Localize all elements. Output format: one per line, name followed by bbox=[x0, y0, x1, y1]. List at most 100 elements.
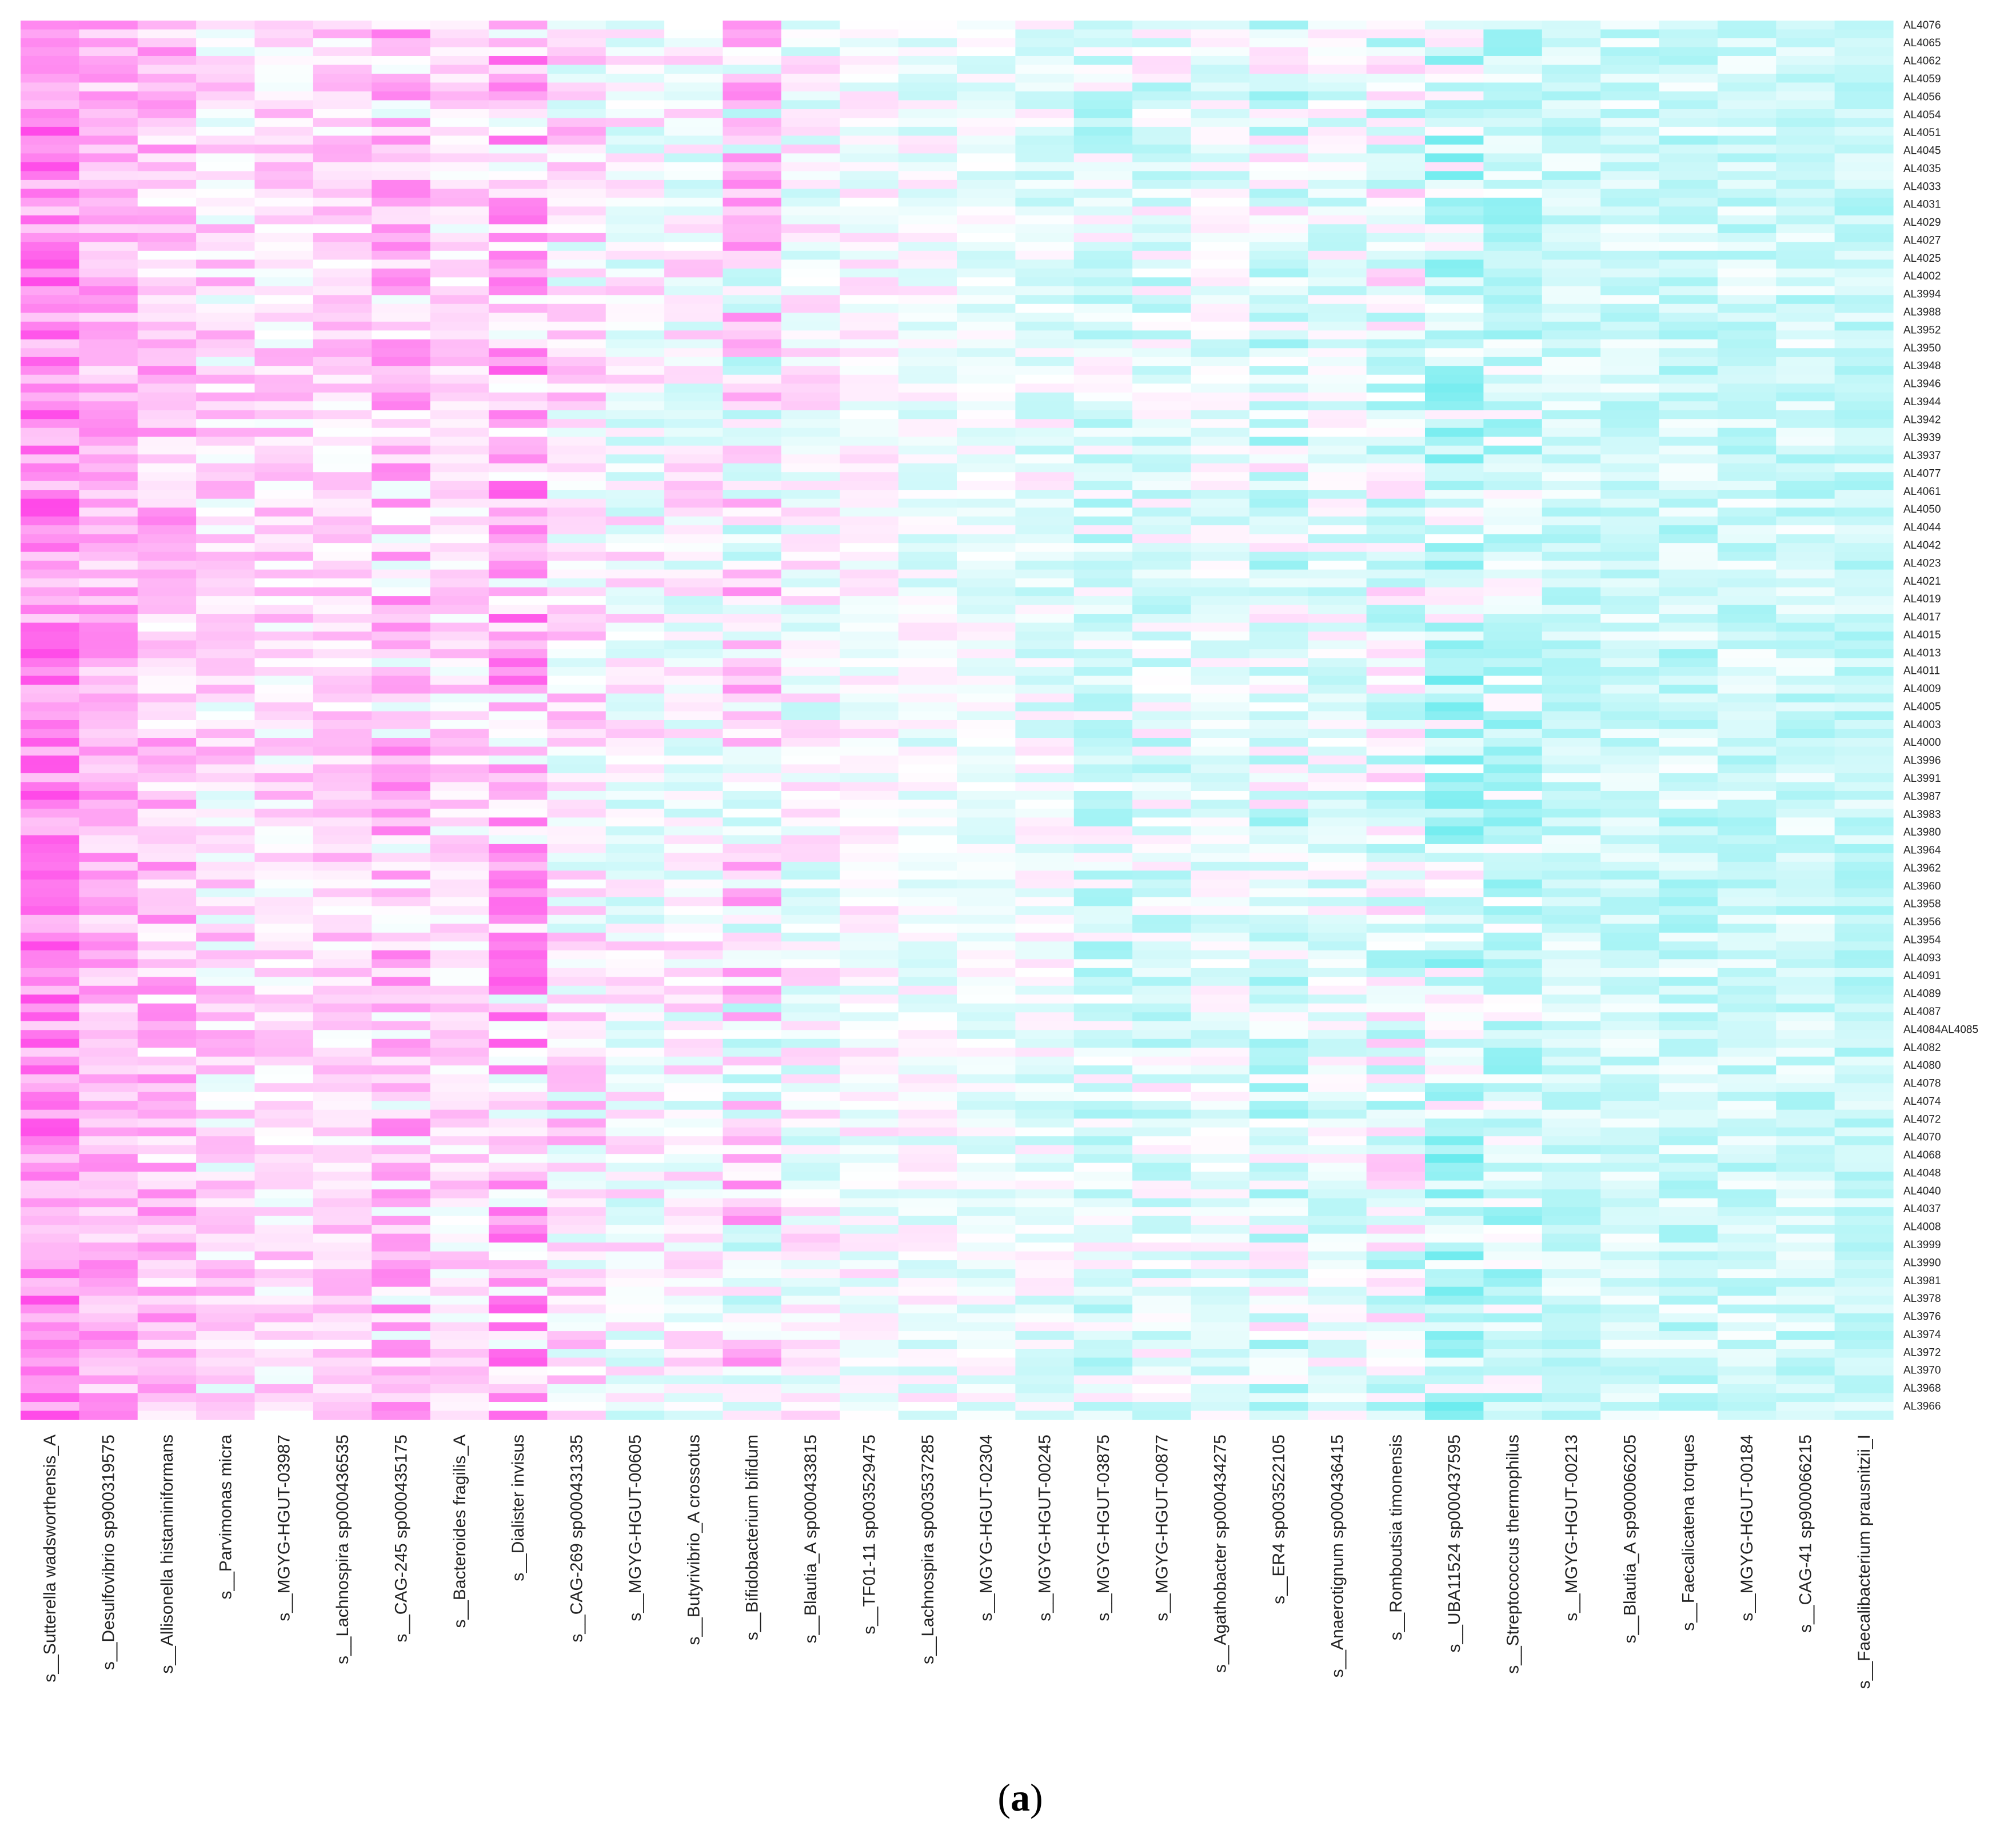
heatmap-cell bbox=[1659, 808, 1718, 818]
heatmap-cell bbox=[196, 1286, 256, 1296]
heatmap-cell bbox=[430, 950, 489, 960]
heatmap-cell bbox=[372, 773, 431, 783]
heatmap-cell bbox=[1308, 1322, 1367, 1332]
heatmap-cell bbox=[1015, 924, 1075, 933]
heatmap-cell bbox=[1483, 1101, 1543, 1110]
heatmap-cell bbox=[430, 1313, 489, 1323]
heatmap-cell bbox=[79, 118, 138, 127]
heatmap-cell bbox=[781, 950, 840, 960]
heatmap-cell bbox=[79, 906, 138, 916]
heatmap-cell bbox=[372, 427, 431, 437]
heatmap-cell bbox=[1308, 1242, 1367, 1252]
heatmap-cell bbox=[137, 445, 197, 455]
heatmap-cell bbox=[21, 1260, 79, 1270]
heatmap-cell bbox=[722, 808, 782, 818]
heatmap-cell bbox=[1249, 632, 1308, 641]
heatmap-cell bbox=[1425, 667, 1484, 677]
heatmap-cell bbox=[372, 392, 431, 402]
heatmap-cell bbox=[1132, 888, 1192, 898]
heatmap-cell bbox=[1600, 1074, 1660, 1084]
heatmap-cell bbox=[1483, 1384, 1543, 1394]
heatmap-cell bbox=[1659, 1251, 1718, 1261]
heatmap-cell bbox=[313, 835, 372, 845]
heatmap-cell bbox=[1191, 1225, 1250, 1234]
heatmap-cell bbox=[137, 1189, 197, 1199]
heatmap-cell bbox=[21, 419, 79, 429]
heatmap-cell bbox=[1132, 472, 1192, 482]
heatmap-cell bbox=[21, 1207, 79, 1217]
heatmap-cell bbox=[254, 861, 314, 871]
heatmap-cell bbox=[1717, 1074, 1777, 1084]
heatmap-cell bbox=[840, 790, 899, 801]
heatmap-cell bbox=[664, 985, 724, 995]
heatmap-cell bbox=[781, 206, 840, 216]
heatmap-cell bbox=[1132, 1340, 1192, 1349]
heatmap-cell bbox=[137, 348, 197, 358]
heatmap-cell bbox=[1366, 401, 1426, 411]
heatmap-cell bbox=[1542, 303, 1601, 313]
heatmap-cell bbox=[1659, 1375, 1718, 1385]
heatmap-cell bbox=[79, 313, 138, 322]
heatmap-cell bbox=[372, 1225, 431, 1234]
heatmap-cell bbox=[1366, 427, 1426, 437]
heatmap-cell bbox=[1542, 1366, 1601, 1376]
heatmap-cell bbox=[957, 658, 1016, 668]
heatmap-cell bbox=[1600, 1038, 1660, 1048]
heatmap-cell bbox=[1659, 578, 1718, 588]
heatmap-cell bbox=[1542, 667, 1601, 677]
heatmap-cell bbox=[21, 1083, 79, 1093]
heatmap-cell bbox=[254, 1286, 314, 1296]
heatmap-cell bbox=[722, 366, 782, 375]
heatmap-cell bbox=[1483, 1225, 1543, 1234]
heatmap-cell bbox=[1542, 959, 1601, 969]
heatmap-cell bbox=[1191, 924, 1250, 933]
heatmap-cell bbox=[722, 100, 782, 110]
heatmap-cell bbox=[372, 463, 431, 473]
heatmap-cell bbox=[1717, 1357, 1777, 1367]
heatmap-cell bbox=[781, 1180, 840, 1190]
heatmap-cell bbox=[722, 65, 782, 74]
heatmap-cell bbox=[489, 1296, 548, 1305]
heatmap-cell bbox=[489, 1101, 548, 1110]
heatmap-cell bbox=[1132, 1162, 1192, 1172]
heatmap-cell bbox=[137, 1216, 197, 1225]
heatmap-cell bbox=[137, 1083, 197, 1093]
heatmap-cell bbox=[722, 313, 782, 322]
heatmap-cell bbox=[781, 259, 840, 269]
heatmap-cell bbox=[254, 118, 314, 127]
heatmap-cell bbox=[254, 826, 314, 836]
heatmap-cell bbox=[430, 1269, 489, 1278]
heatmap-cell bbox=[840, 1375, 899, 1385]
heatmap-cell bbox=[372, 242, 431, 251]
heatmap-cell bbox=[430, 1393, 489, 1403]
heatmap-cell bbox=[313, 38, 372, 48]
heatmap-cell bbox=[196, 1048, 256, 1057]
heatmap-cell bbox=[1483, 233, 1543, 242]
heatmap-cell bbox=[489, 968, 548, 977]
heatmap-cell bbox=[547, 1083, 606, 1093]
heatmap-cell bbox=[1015, 303, 1075, 313]
heatmap-cell bbox=[489, 861, 548, 871]
heatmap-cell bbox=[547, 1030, 606, 1040]
heatmap-cell bbox=[547, 676, 606, 685]
heatmap-cell bbox=[1132, 242, 1192, 251]
heatmap-cell bbox=[1015, 392, 1075, 402]
heatmap-cell bbox=[1600, 135, 1660, 145]
heatmap-cell bbox=[1425, 729, 1484, 738]
heatmap-cell bbox=[137, 366, 197, 375]
heatmap-cell bbox=[664, 303, 724, 313]
heatmap-cell bbox=[372, 1172, 431, 1181]
heatmap-cell bbox=[196, 1038, 256, 1048]
heatmap-cell bbox=[1483, 206, 1543, 216]
heatmap-cell bbox=[430, 1172, 489, 1181]
heatmap-cell bbox=[1834, 587, 1894, 597]
heatmap-cell bbox=[1132, 330, 1192, 340]
heatmap-cell bbox=[254, 1322, 314, 1332]
heatmap-cell bbox=[1015, 1092, 1075, 1101]
heatmap-cell bbox=[1073, 702, 1133, 712]
heatmap-cell bbox=[1366, 844, 1426, 853]
heatmap-cell bbox=[1776, 135, 1835, 145]
heatmap-cell bbox=[840, 250, 899, 260]
heatmap-cell bbox=[1015, 277, 1075, 287]
heatmap-cell bbox=[1542, 91, 1601, 101]
